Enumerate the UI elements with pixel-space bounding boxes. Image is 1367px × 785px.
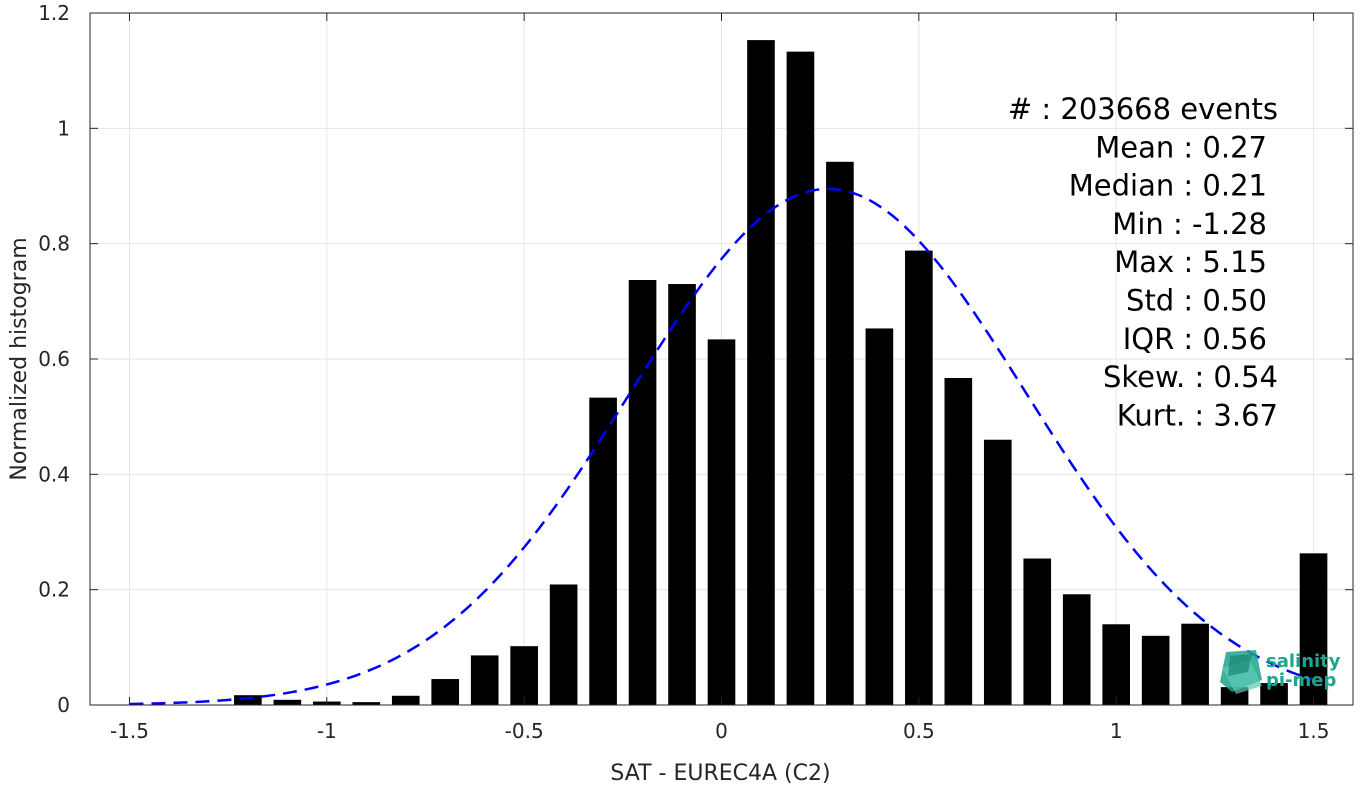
stats-line: # : 203668 events (1008, 92, 1278, 126)
salinity-pimep-logo: salinity pi-mep (1220, 650, 1341, 694)
histogram-bar (826, 161, 854, 705)
stats-line: Std : 0.50 (1126, 284, 1267, 318)
stats-line: Median : 0.21 (1069, 169, 1267, 203)
histogram-bar (747, 40, 775, 705)
x-tick-label: -1 (317, 719, 337, 743)
gaussian-fit-curve (129, 187, 1314, 706)
x-tick-label: 0 (715, 719, 728, 743)
histogram-bar (983, 439, 1012, 705)
x-axis-label: SAT - EUREC4A (C2) (610, 761, 830, 785)
histogram-bar (391, 695, 420, 705)
histogram-bar (431, 679, 460, 705)
logo-text-pimep: pi-mep (1266, 670, 1336, 691)
y-tick-label: 0.6 (38, 347, 70, 371)
x-tick-label: 0.5 (903, 719, 935, 743)
histogram-bar (470, 655, 499, 705)
y-tick-label: 0.8 (38, 232, 70, 256)
y-tick-label: 0.2 (38, 578, 70, 602)
y-tick-label: 1.2 (38, 1, 70, 25)
y-tick-label: 0.4 (38, 462, 70, 486)
histogram-bar (234, 695, 262, 705)
stats-line: IQR : 0.56 (1123, 322, 1267, 356)
stats-line: Skew. : 0.54 (1103, 360, 1278, 394)
stats-line: Max : 5.15 (1114, 245, 1267, 279)
histogram-bar (1102, 624, 1131, 705)
histogram-bar (1062, 594, 1091, 705)
logo-wave-icon (1220, 650, 1262, 694)
stats-box: # : 203668 events Mean : 0.27 Median : 0.2… (1008, 92, 1278, 432)
histogram-bar (589, 397, 617, 705)
histogram-bar (1181, 623, 1209, 705)
histogram-bar (510, 646, 538, 705)
histogram-bar (1023, 558, 1052, 705)
histogram-bar (628, 279, 657, 705)
x-tick-label: -1.5 (110, 719, 149, 743)
x-tick-label: 1.5 (1298, 719, 1330, 743)
histogram-bar (1141, 635, 1170, 705)
histogram-bar (865, 328, 894, 705)
histogram-bar (273, 699, 302, 705)
x-tick-label: -0.5 (505, 719, 544, 743)
stats-line: Min : -1.28 (1112, 207, 1267, 241)
stats-line: Mean : 0.27 (1095, 130, 1267, 164)
histogram-bar (668, 284, 696, 705)
histogram-bar (707, 339, 736, 705)
y-tick-label: 1 (57, 116, 70, 140)
y-axis-label: Normalized histogram (7, 237, 32, 480)
stats-line: Kurt. : 3.67 (1117, 398, 1278, 432)
x-tick-label: 1 (1110, 719, 1123, 743)
y-tick-label: 0 (57, 693, 70, 717)
histogram-bar (352, 702, 381, 705)
histogram-bar (944, 378, 973, 705)
bars (234, 40, 1328, 706)
histogram-bar (786, 51, 815, 706)
histogram-bar (1260, 683, 1288, 705)
logo-text-salinity: salinity (1266, 651, 1341, 672)
histogram-bar (549, 584, 578, 705)
axis-ticks: -1.5 -1 -0.5 0 0.5 1 1.5 0 0.2 0.4 0.6 0.8 1 1.2 (38, 1, 1353, 743)
histogram-bar (905, 250, 933, 705)
